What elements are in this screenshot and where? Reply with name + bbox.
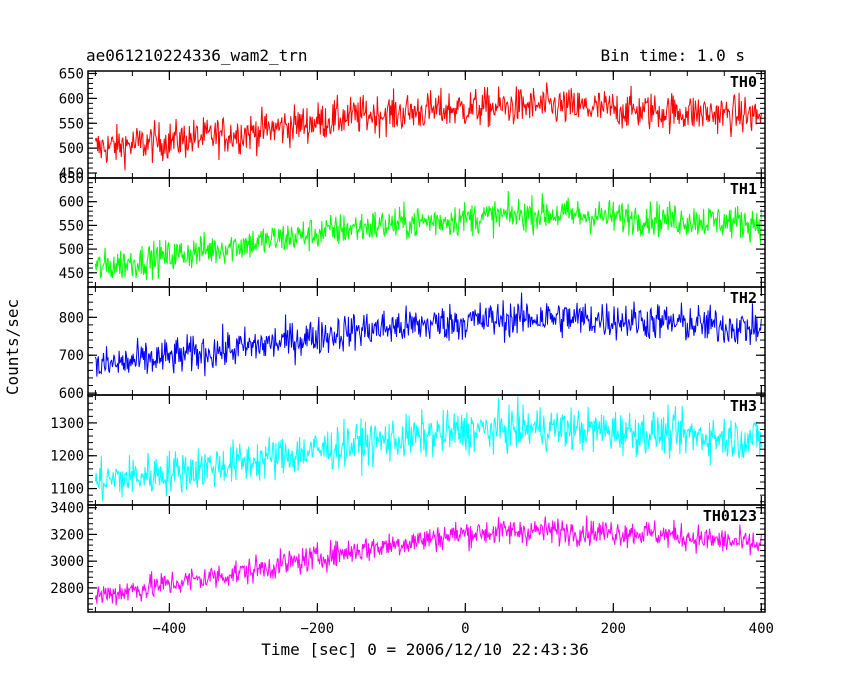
- series-line-th0123: [94, 515, 762, 606]
- panel-th0: 450 500 550 600 650 TH0: [59, 66, 766, 182]
- panel-th1: 450 500 550 600 650 TH1: [59, 171, 766, 288]
- panel-frame: [87, 177, 766, 288]
- y-tick-label: 700: [59, 348, 84, 364]
- y-axis-label: Counts/sec: [3, 299, 22, 395]
- series-line-th1: [94, 191, 762, 280]
- y-tick-label: 550: [59, 116, 84, 132]
- panel-label-th0: TH0: [730, 73, 757, 91]
- x-tick-label: 400: [749, 621, 774, 637]
- x-tick-label: −400: [153, 621, 187, 637]
- panel-frame: [87, 286, 766, 396]
- panel-th0123: 2800 3000 3200 3400 TH0123: [50, 501, 766, 613]
- panel-label-th1: TH1: [730, 180, 757, 198]
- x-tick-label: 0: [461, 621, 469, 637]
- plot-area: 450 500 550 600 650 TH0 450 500 550 600 650 TH1 600 7…: [50, 66, 774, 637]
- x-tick-label: −200: [301, 621, 335, 637]
- y-tick-label: 600: [59, 386, 84, 402]
- y-tick-label: 600: [59, 195, 84, 211]
- series-line-th0: [94, 82, 762, 171]
- series-line-th2: [94, 292, 762, 377]
- y-tick-label: 500: [59, 141, 84, 157]
- x-axis-label: Time [sec] 0 = 2006/12/10 22:43:36: [261, 640, 589, 659]
- y-tick-label: 3400: [50, 501, 84, 517]
- y-tick-label: 3000: [50, 554, 84, 570]
- y-tick-label: 1300: [50, 416, 84, 432]
- y-tick-label: 1200: [50, 449, 84, 465]
- y-tick-label: 600: [59, 91, 84, 107]
- y-tick-label: 2800: [50, 581, 84, 597]
- panel-label-th3: TH3: [730, 397, 757, 415]
- y-tick-label: 650: [59, 171, 84, 187]
- y-tick-label: 3200: [50, 527, 84, 543]
- panel-th3: 1100 1200 1300 TH3: [50, 394, 766, 506]
- series-line-th3: [94, 396, 762, 502]
- y-tick-label: 650: [59, 66, 84, 82]
- y-tick-label: 450: [59, 266, 84, 282]
- bin-time-label: Bin time: 1.0 s: [601, 46, 746, 65]
- chart-title: ae061210224336_wam2_trn: [86, 46, 308, 65]
- y-tick-label: 550: [59, 218, 84, 234]
- panel-frame: [87, 504, 766, 613]
- panel-th2: 600 700 800 TH2: [59, 286, 766, 402]
- panel-label-th2: TH2: [730, 289, 757, 307]
- panel-label-th0123: TH0123: [703, 507, 757, 525]
- y-tick-label: 500: [59, 242, 84, 258]
- x-tick-label: 200: [601, 621, 626, 637]
- y-tick-label: 1100: [50, 482, 84, 498]
- y-tick-label: 450: [59, 166, 84, 182]
- y-tick-label: 800: [59, 310, 84, 326]
